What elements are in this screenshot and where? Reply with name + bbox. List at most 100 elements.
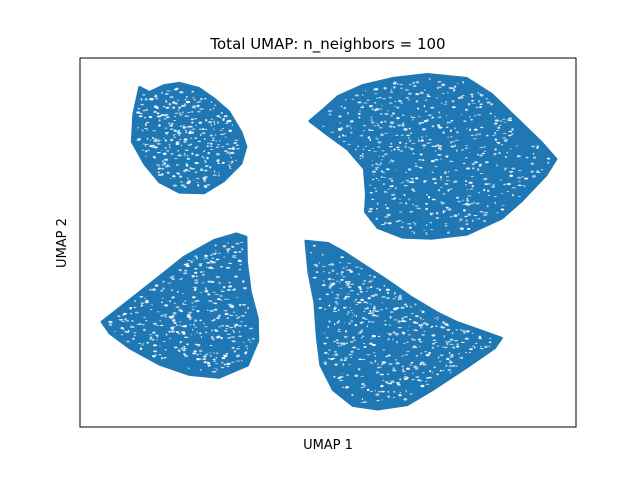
- sparse-gap: [156, 335, 159, 338]
- scatter-point: [177, 346, 180, 349]
- scatter-point: [208, 335, 211, 338]
- sparse-gap: [493, 196, 498, 198]
- scatter-point: [152, 292, 155, 295]
- scatter-point: [159, 103, 162, 105]
- sparse-gap: [347, 143, 351, 146]
- scatter-point: [202, 94, 205, 96]
- scatter-point: [221, 174, 224, 177]
- scatter-point: [159, 330, 162, 333]
- scatter-point: [179, 109, 182, 111]
- scatter-point: [173, 339, 176, 341]
- sparse-gap: [201, 128, 205, 130]
- scatter-point: [426, 151, 429, 154]
- scatter-point: [170, 120, 173, 122]
- scatter-point: [464, 151, 467, 154]
- scatter-point: [237, 157, 240, 159]
- scatter-point: [431, 111, 434, 113]
- scatter-point: [411, 170, 413, 173]
- scatter-point: [201, 106, 204, 109]
- scatter-point: [208, 325, 211, 327]
- scatter-point: [452, 209, 455, 212]
- scatter-point: [420, 220, 422, 223]
- scatter-point: [517, 137, 520, 140]
- scatter-point: [146, 323, 149, 326]
- scatter-point: [228, 353, 231, 355]
- sparse-gap: [475, 106, 479, 109]
- scatter-point: [368, 116, 370, 118]
- scatter-point: [224, 304, 227, 307]
- sparse-gap: [145, 108, 148, 111]
- scatter-point: [428, 80, 431, 82]
- scatter-point: [178, 190, 181, 193]
- scatter-point: [534, 185, 537, 187]
- sparse-gap: [344, 99, 347, 101]
- scatter-point: [203, 306, 206, 309]
- sparse-gap: [236, 323, 238, 326]
- scatter-point: [248, 307, 251, 310]
- scatter-point: [196, 363, 199, 366]
- scatter-point: [234, 264, 237, 266]
- scatter-point: [443, 199, 446, 202]
- scatter-point: [225, 166, 228, 169]
- scatter-point: [162, 361, 165, 364]
- scatter-point: [417, 222, 420, 225]
- scatter-point: [443, 88, 446, 91]
- scatter-point: [363, 158, 366, 161]
- scatter-point: [189, 113, 192, 116]
- scatter-point: [424, 90, 427, 93]
- scatter-point: [477, 131, 480, 133]
- scatter-point: [497, 170, 500, 173]
- sparse-gap: [431, 198, 436, 201]
- scatter-point: [390, 153, 392, 156]
- scatter-point: [320, 114, 323, 117]
- scatter-point: [154, 302, 156, 305]
- scatter-point: [460, 105, 463, 108]
- scatter-point: [205, 366, 208, 368]
- scatter-point: [234, 312, 236, 315]
- scatter-point: [229, 259, 232, 262]
- scatter-point: [156, 331, 159, 333]
- sparse-gap: [203, 180, 206, 183]
- scatter-point: [400, 155, 403, 158]
- scatter-point: [137, 100, 140, 103]
- scatter-point: [242, 253, 245, 256]
- scatter-point: [373, 200, 375, 203]
- scatter-point: [529, 176, 531, 179]
- scatter-point: [223, 261, 226, 264]
- scatter-point: [449, 202, 452, 204]
- scatter-point: [482, 174, 485, 177]
- scatter-point: [213, 297, 215, 300]
- sparse-gap: [445, 115, 448, 117]
- sparse-gap: [442, 192, 446, 196]
- scatter-point: [406, 145, 409, 147]
- scatter-point: [167, 153, 170, 155]
- sparse-gap: [205, 118, 208, 122]
- scatter-point: [500, 103, 503, 106]
- scatter-point: [235, 237, 238, 240]
- sparse-gap: [389, 91, 394, 93]
- sparse-gap: [423, 104, 426, 108]
- scatter-point: [442, 124, 445, 127]
- scatter-point: [168, 109, 171, 112]
- scatter-point: [147, 311, 150, 313]
- scatter-point: [450, 92, 453, 95]
- sparse-gap: [395, 169, 398, 171]
- scatter-point: [462, 216, 465, 219]
- sparse-gap: [209, 145, 213, 147]
- scatter-point: [428, 232, 431, 235]
- scatter-point: [163, 132, 165, 135]
- scatter-point: [518, 164, 521, 167]
- scatter-point: [476, 109, 479, 112]
- sparse-gap: [430, 229, 434, 230]
- scatter-point: [168, 114, 171, 117]
- scatter-point: [400, 132, 403, 134]
- scatter-point: [193, 328, 195, 331]
- sparse-gap: [354, 94, 359, 97]
- scatter-point: [236, 253, 239, 256]
- scatter-point: [470, 210, 473, 212]
- scatter-point: [148, 107, 151, 110]
- scatter-point: [162, 110, 165, 113]
- scatter-point: [393, 226, 396, 229]
- sparse-gap: [411, 142, 416, 144]
- scatter-point: [498, 139, 500, 142]
